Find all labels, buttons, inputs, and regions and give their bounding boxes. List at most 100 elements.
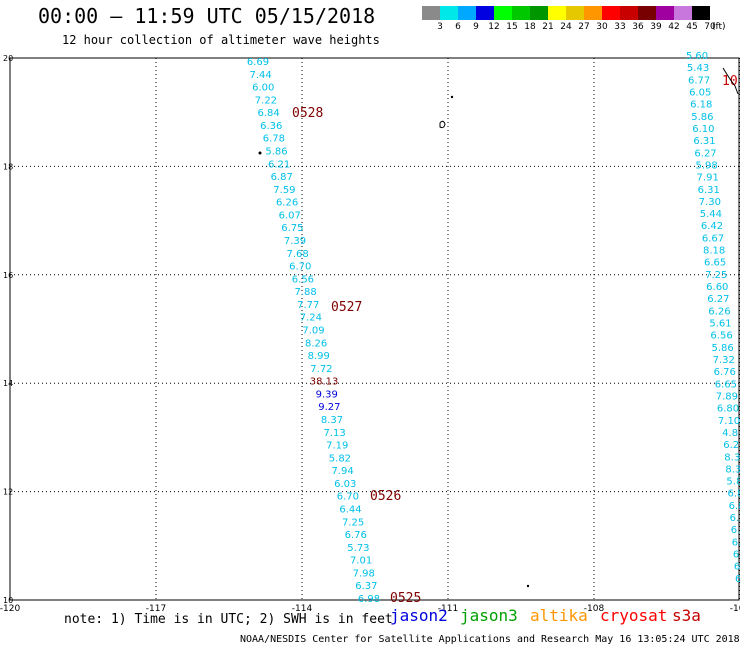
legend-tick-label: 36 (632, 22, 644, 32)
wave-height-label: 4.8 (722, 428, 738, 439)
legend-tick-label: 9 (473, 22, 479, 32)
wave-height-label: 7.10 (718, 416, 740, 427)
lat-tick-label: 20 (3, 54, 13, 63)
wave-height-label: 6.60 (706, 282, 728, 293)
wave-height-label: 8.37 (321, 415, 343, 426)
wave-height-label: 8.99 (308, 351, 330, 362)
island-shape (439, 120, 446, 129)
lat-tick-label: 10 (3, 596, 13, 605)
island-shape (450, 95, 454, 99)
legend-swatch (440, 6, 458, 20)
wave-height-label: 6.8 (735, 574, 740, 585)
pass-time-label: 0526 (370, 489, 401, 504)
wave-height-label: 6.18 (690, 100, 712, 111)
legend-tick-label: 70 (704, 22, 716, 32)
lat-tick-label: 16 (3, 271, 13, 280)
wave-height-label: 6.36 (260, 121, 282, 132)
wave-height-label: 6.8 (734, 562, 740, 573)
legend-swatch (692, 6, 710, 20)
wave-height-label: 6.78 (263, 134, 285, 145)
legend-unit-label: (ft) (712, 22, 726, 32)
legend-tick-label: 15 (506, 22, 518, 32)
wave-height-label: 7.89 (716, 391, 738, 402)
wave-height-label: 7.01 (350, 556, 372, 567)
wave-height-label: 6.44 (339, 505, 361, 516)
wave-height-label: 5.86 (265, 147, 287, 158)
legend-swatch (422, 6, 440, 20)
wave-height-label: 7.91 (697, 173, 719, 184)
wave-height-label: 6.69 (247, 57, 269, 68)
wave-height-label: 6.31 (698, 185, 720, 196)
lon-tick-label: -111 (438, 604, 458, 614)
wave-height-label: 5.43 (687, 63, 709, 74)
wave-height-label: 7.94 (331, 466, 353, 477)
wave-height-label: 7.22 (255, 95, 277, 106)
wave-height-label: 7.44 (250, 70, 272, 81)
legend-tick-label: 3 (437, 22, 443, 32)
lon-tick-label: -120 (0, 604, 20, 614)
wave-height-label: 6.76 (714, 367, 736, 378)
legend-tick-label: 27 (578, 22, 590, 32)
wave-height-label: 8.3 (724, 452, 740, 463)
legend-tick-label: 21 (542, 22, 554, 32)
lon-tick-label: -105 (730, 604, 740, 614)
wave-height-label: 6.21 (268, 159, 290, 170)
satellite-cryosat-label: cryosat (600, 606, 668, 625)
wave-height-label: 6.77 (688, 75, 710, 86)
legend-tick-label: 12 (488, 22, 500, 32)
legend-swatch (584, 6, 602, 20)
chart-subtitle: 12 hour collection of altimeter wave hei… (62, 33, 380, 47)
wave-height-label: 6.42 (701, 221, 723, 232)
credit-line: NOAA/NESDIS Center for Satellite Applica… (240, 634, 740, 645)
wave-height-label: 6.84 (257, 108, 279, 119)
wave-height-label: 6.8 (729, 501, 740, 512)
legend-swatch (566, 6, 584, 20)
legend-swatch (476, 6, 494, 20)
pass-time-label: 10 (722, 74, 738, 89)
wave-height-label: 6.37 (355, 581, 377, 592)
wave-height-label: 6.2 (730, 513, 740, 524)
wave-height-label: 6.26 (708, 306, 730, 317)
legend-swatch (512, 6, 530, 20)
legend-swatch (638, 6, 656, 20)
pass-time-label: 0527 (331, 300, 362, 315)
legend-swatch (656, 6, 674, 20)
lon-tick-label: -117 (146, 604, 166, 614)
wave-height-label: 5.61 (709, 319, 731, 330)
lat-tick-label: 12 (3, 488, 13, 497)
wave-height-label: 7.98 (353, 568, 375, 579)
wave-height-label: 5.44 (700, 209, 722, 220)
wave-height-label: 6.65 (715, 379, 737, 390)
wave-height-label: 6.8 (728, 489, 740, 500)
lat-tick-label: 14 (3, 379, 13, 388)
lat-tick-label: 18 (3, 162, 13, 171)
wave-height-label: 7.88 (294, 287, 316, 298)
wave-height-label: 6.27 (707, 294, 729, 305)
lon-tick-label: -108 (584, 604, 605, 614)
legend-tick-label: 6 (455, 22, 461, 32)
legend-swatch (674, 6, 692, 20)
wave-height-label: 7.77 (297, 300, 319, 311)
wave-height-label: 7.30 (699, 197, 721, 208)
wave-height-label: 5.86 (712, 343, 734, 354)
wave-height-label: 6.67 (702, 233, 724, 244)
pass-time-label: 0528 (292, 106, 323, 121)
wave-height-label: 9.27 (318, 402, 340, 413)
legend-swatch (458, 6, 476, 20)
wave-height-label: 7.24 (300, 313, 322, 324)
wave-height-label: 6.10 (692, 124, 714, 135)
wave-height-label: 8.18 (703, 246, 725, 257)
wave-height-label: 7.72 (310, 364, 332, 375)
satellite-s3a-label: s3a (672, 606, 701, 625)
legend-tick-label: 30 (596, 22, 608, 32)
pass-time-label: 0525 (390, 591, 421, 606)
wave-height-label: 5.82 (329, 453, 351, 464)
wave-height-label: 8.26 (305, 338, 327, 349)
wave-height-label: 7.09 (302, 326, 324, 337)
color-legend (422, 6, 710, 20)
satellite-jason2-label: jason2 (390, 606, 448, 625)
legend-swatch (620, 6, 638, 20)
legend-swatch (530, 6, 548, 20)
chart-title: 00:00 – 11:59 UTC 05/15/2018 (38, 4, 376, 28)
